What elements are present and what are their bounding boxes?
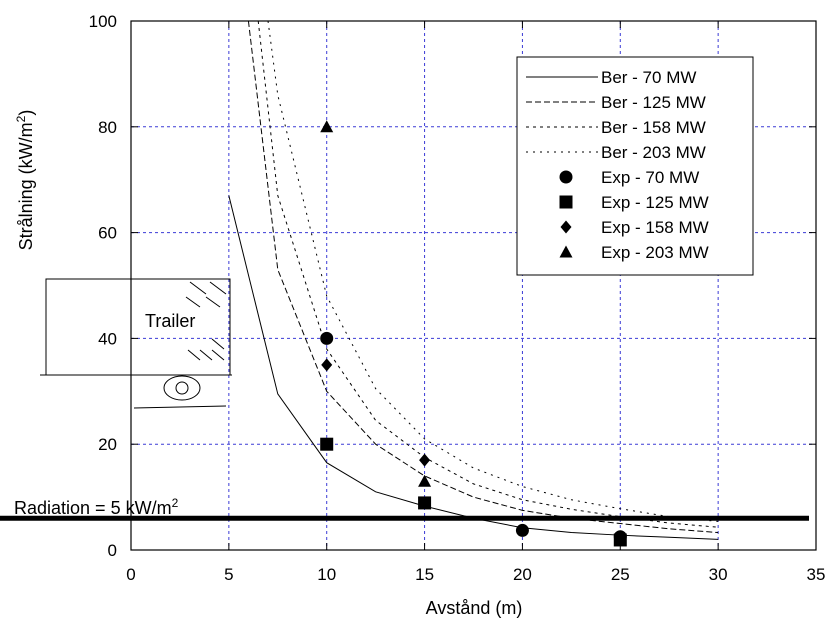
y-axis-label-sup: 2 bbox=[14, 115, 28, 122]
y-tick-label: 40 bbox=[98, 329, 117, 348]
hatch-line bbox=[185, 296, 201, 308]
legend-item: Ber - 158 MW bbox=[526, 118, 706, 137]
axes bbox=[130, 20, 817, 551]
data-point-diamond bbox=[614, 530, 626, 544]
series-8 bbox=[320, 120, 432, 487]
trailer-box bbox=[45, 278, 231, 376]
data-point-triangle bbox=[418, 474, 432, 487]
x-tick-label: 30 bbox=[709, 565, 728, 584]
hatch-line bbox=[199, 349, 213, 361]
hatch-line bbox=[211, 349, 225, 361]
series-line bbox=[228, 195, 719, 540]
legend-swatch-circle bbox=[559, 170, 573, 184]
tick-labels: 0 5 10 15 20 25 30 35 0 20 40 60 80 100 bbox=[89, 12, 826, 584]
y-axis-label: Strålning (kW/m2) bbox=[14, 110, 36, 251]
x-tick-label: 20 bbox=[513, 565, 532, 584]
legend-swatch-square bbox=[559, 195, 573, 209]
legend-swatch-triangle bbox=[559, 245, 573, 258]
series-5 bbox=[320, 331, 627, 544]
legend-item: Ber - 203 MW bbox=[526, 143, 706, 162]
legend-item: Exp - 158 MW bbox=[560, 218, 709, 237]
legend-label: Exp - 125 MW bbox=[601, 193, 709, 212]
legend-label: Exp - 203 MW bbox=[601, 243, 709, 262]
legend-item: Ber - 70 MW bbox=[526, 68, 696, 87]
series-2 bbox=[247, 20, 719, 534]
legend-label: Exp - 70 MW bbox=[601, 168, 699, 187]
wheel-outer bbox=[163, 375, 201, 401]
series-1 bbox=[228, 195, 719, 540]
radiation-annotation-text: Radiation = 5 kW/m bbox=[14, 498, 172, 518]
data-point-square bbox=[320, 437, 334, 451]
data-point-diamond bbox=[321, 358, 333, 372]
radiation-annotation-sup: 2 bbox=[172, 496, 179, 510]
series-line bbox=[247, 20, 719, 534]
legend-label: Exp - 158 MW bbox=[601, 218, 709, 237]
data-point-diamond bbox=[419, 453, 431, 467]
data-point-square bbox=[418, 496, 432, 510]
legend-box bbox=[516, 56, 754, 276]
x-tick-label: 10 bbox=[317, 565, 336, 584]
legend: Ber - 70 MW Ber - 125 MW Ber - 158 MW Ber -… bbox=[516, 56, 754, 276]
y-tick-label: 60 bbox=[98, 224, 117, 243]
x-tick-label: 35 bbox=[807, 565, 826, 584]
legend-label: Ber - 125 MW bbox=[601, 93, 706, 112]
legend-item: Exp - 70 MW bbox=[559, 168, 699, 187]
hatch-line bbox=[211, 338, 225, 350]
series-group bbox=[228, 20, 719, 547]
series-line bbox=[257, 20, 719, 528]
hatch-line bbox=[187, 349, 201, 361]
wheel-inner bbox=[175, 381, 189, 395]
radiation-annotation: Radiation = 5 kW/m2 bbox=[14, 496, 179, 518]
grid bbox=[131, 21, 816, 550]
y-tick-label: 20 bbox=[98, 435, 117, 454]
legend-item: Ber - 125 MW bbox=[526, 93, 706, 112]
x-tick-label: 25 bbox=[611, 565, 630, 584]
y-tick-label: 100 bbox=[89, 12, 117, 31]
hatch-line bbox=[209, 281, 227, 295]
data-point-circle bbox=[515, 523, 529, 537]
legend-swatch-diamond bbox=[560, 220, 572, 234]
y-tick-label: 0 bbox=[108, 541, 117, 560]
legend-item: Exp - 125 MW bbox=[559, 193, 709, 212]
x-tick-label: 0 bbox=[126, 565, 135, 584]
x-tick-label: 5 bbox=[224, 565, 233, 584]
legend-item: Exp - 203 MW bbox=[559, 243, 709, 262]
ground-line bbox=[133, 405, 227, 409]
x-axis-label: Avstånd (m) bbox=[426, 598, 523, 618]
legend-label: Ber - 158 MW bbox=[601, 118, 706, 137]
series-7 bbox=[321, 358, 626, 544]
plot-frame bbox=[130, 20, 817, 551]
y-tick-label: 80 bbox=[98, 118, 117, 137]
legend-label: Ber - 203 MW bbox=[601, 143, 706, 162]
trailer-label: Trailer bbox=[145, 311, 195, 331]
series-3 bbox=[257, 20, 719, 528]
y-axis-label-main: Strålning (kW/m bbox=[16, 122, 36, 250]
data-point-circle bbox=[320, 331, 334, 345]
x-tick-label: 15 bbox=[415, 565, 434, 584]
data-point-triangle bbox=[320, 120, 334, 133]
trailer-sketch: Trailer bbox=[40, 278, 232, 409]
series-6 bbox=[320, 437, 627, 547]
hatch-line bbox=[189, 281, 207, 295]
y-axis-label-tail: ) bbox=[16, 110, 36, 116]
legend-label: Ber - 70 MW bbox=[601, 68, 696, 87]
hatch-line bbox=[205, 296, 221, 308]
